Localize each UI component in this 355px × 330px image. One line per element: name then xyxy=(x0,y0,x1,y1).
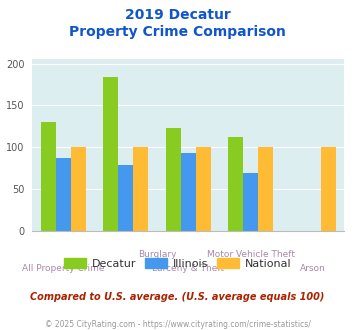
Bar xyxy=(181,153,196,231)
Text: Property Crime Comparison: Property Crime Comparison xyxy=(69,25,286,39)
Text: Burglary: Burglary xyxy=(138,250,176,259)
Legend: Decatur, Illinois, National: Decatur, Illinois, National xyxy=(59,254,296,273)
Text: Arson: Arson xyxy=(300,264,326,273)
Bar xyxy=(133,147,148,231)
Bar xyxy=(196,147,211,231)
Text: Motor Vehicle Theft: Motor Vehicle Theft xyxy=(207,250,295,259)
Text: 2019 Decatur: 2019 Decatur xyxy=(125,8,230,22)
Text: Compared to U.S. average. (U.S. average equals 100): Compared to U.S. average. (U.S. average … xyxy=(30,292,325,302)
Bar xyxy=(71,147,86,231)
Bar xyxy=(321,147,335,231)
Bar xyxy=(103,77,118,231)
Text: All Property Crime: All Property Crime xyxy=(22,264,104,273)
Bar xyxy=(56,158,71,231)
Bar xyxy=(228,137,243,231)
Bar xyxy=(258,147,273,231)
Bar xyxy=(166,128,181,231)
Bar xyxy=(118,165,133,231)
Bar xyxy=(243,173,258,231)
Text: Larceny & Theft: Larceny & Theft xyxy=(152,264,224,273)
Text: © 2025 CityRating.com - https://www.cityrating.com/crime-statistics/: © 2025 CityRating.com - https://www.city… xyxy=(45,320,310,329)
Bar xyxy=(41,122,56,231)
